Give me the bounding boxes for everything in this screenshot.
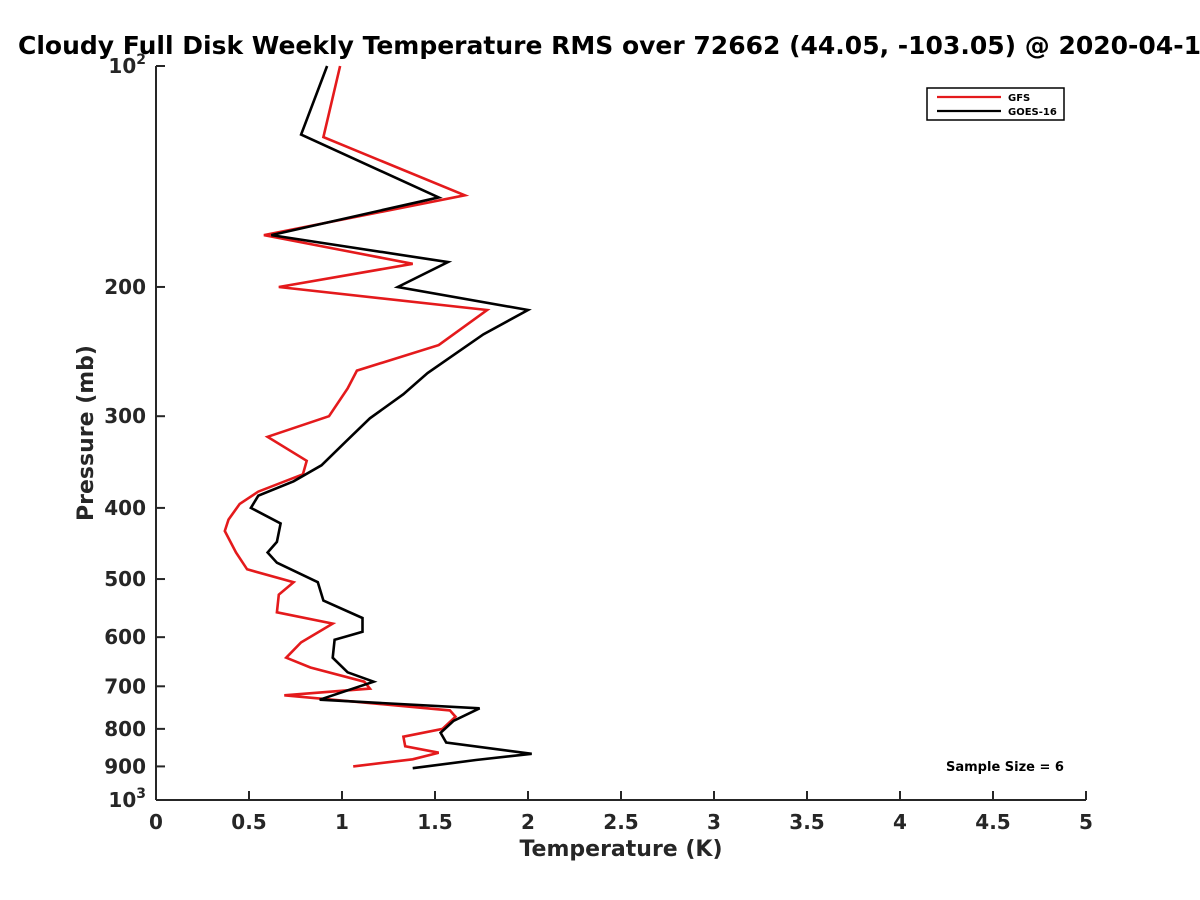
x-axis-label: Temperature (K) [519,837,722,862]
plot-area [155,66,1086,801]
chart-title: Cloudy Full Disk Weekly Temperature RMS … [18,31,1200,60]
y-tick-label: 900 [104,754,146,778]
y-tick-label: 500 [104,567,146,591]
x-tick-label: 0.5 [231,810,266,834]
x-tick-label: 3 [707,810,721,834]
x-tick-label: 4.5 [975,810,1010,834]
y-tick-label: 700 [104,674,146,698]
x-tick-label: 1 [335,810,349,834]
ticks-layer: 0 0.5 1 1.5 2 2.5 3 3.5 4 4.5 5 102 200 300 400 500 600 7… [104,52,1093,834]
y-tick-label: 800 [104,717,146,741]
x-tick-label: 3.5 [789,810,824,834]
y-tick-label: 300 [104,404,146,428]
legend-box [926,87,1065,121]
series-layer [223,65,532,770]
sample-size-annotation: Sample Size = 6 [946,760,1064,775]
x-tick-label: 2 [521,810,535,834]
y-tick-label: 103 [108,786,146,812]
y-axis-label: Pressure (mb) [74,345,99,521]
legend-label-goes-16: GOES-16 [1008,107,1057,118]
series-line-gfs [223,65,491,768]
x-tick-label: 5 [1079,810,1093,834]
x-tick-label: 1.5 [417,810,452,834]
y-tick-label: 600 [104,625,146,649]
y-tick-label: 102 [108,52,146,78]
series-line-goes-16 [249,65,532,770]
x-tick-label: 2.5 [603,810,638,834]
y-tick-label: 400 [104,496,146,520]
legend: GFS GOES-16 [926,87,1065,121]
legend-label-gfs: GFS [1008,93,1030,104]
x-tick-label: 4 [893,810,907,834]
x-tick-label: 0 [149,810,163,834]
y-tick-label: 200 [104,275,146,299]
